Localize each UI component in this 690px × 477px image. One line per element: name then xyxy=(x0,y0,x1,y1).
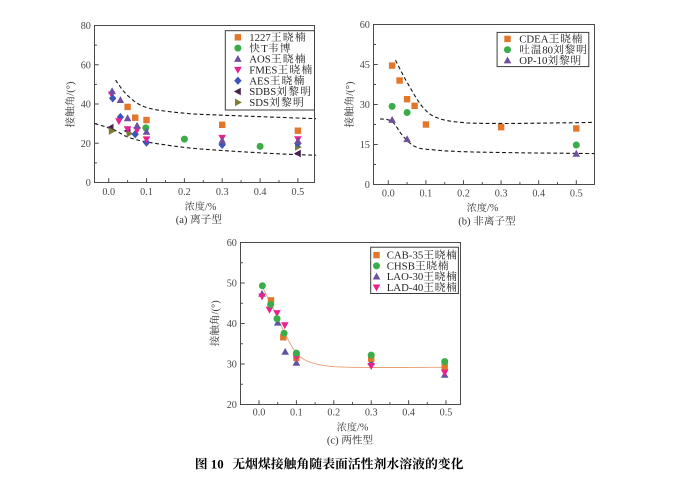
svg-text:0.1: 0.1 xyxy=(140,187,153,198)
svg-text:10: 10 xyxy=(211,457,224,471)
svg-text:0.2: 0.2 xyxy=(327,408,340,419)
svg-text:0.5: 0.5 xyxy=(570,189,583,200)
svg-text:0.5: 0.5 xyxy=(292,187,305,198)
svg-text:(a): (a) xyxy=(176,215,188,226)
svg-text:20: 20 xyxy=(227,400,237,411)
svg-text:15: 15 xyxy=(360,140,370,151)
svg-text:0.0: 0.0 xyxy=(253,408,266,419)
svg-text:1227: 1227 xyxy=(249,32,271,44)
svg-text:CAB-35: CAB-35 xyxy=(387,250,424,262)
svg-text:/%: /% xyxy=(487,203,499,214)
svg-text:FMES: FMES xyxy=(249,64,277,76)
svg-text:0.0: 0.0 xyxy=(382,189,395,200)
svg-text:0.4: 0.4 xyxy=(254,187,267,198)
svg-text:40: 40 xyxy=(81,100,91,111)
svg-text:LAD-40: LAD-40 xyxy=(387,282,424,294)
svg-text:AES: AES xyxy=(249,75,269,87)
svg-text:/%: /% xyxy=(205,202,217,213)
svg-text:50: 50 xyxy=(227,279,237,290)
svg-text:/%: /% xyxy=(357,423,369,434)
svg-text:0.4: 0.4 xyxy=(402,408,415,419)
svg-text:(c): (c) xyxy=(327,436,339,447)
svg-text:0.1: 0.1 xyxy=(290,408,303,419)
svg-text:80: 80 xyxy=(81,21,91,32)
svg-text:60: 60 xyxy=(81,60,91,71)
svg-text:0.2: 0.2 xyxy=(178,187,191,198)
svg-text:SDBS: SDBS xyxy=(249,86,276,98)
svg-text:0.4: 0.4 xyxy=(532,189,545,200)
svg-text:0.3: 0.3 xyxy=(495,189,508,200)
svg-text:/(°): /(°) xyxy=(66,81,77,96)
svg-text:45: 45 xyxy=(360,60,370,71)
svg-text:0.3: 0.3 xyxy=(216,187,229,198)
svg-text:40: 40 xyxy=(227,319,237,330)
svg-text:0.3: 0.3 xyxy=(365,408,378,419)
svg-text:0: 0 xyxy=(86,178,91,189)
svg-text:30: 30 xyxy=(360,100,370,111)
svg-text:/(°): /(°) xyxy=(345,81,356,96)
svg-text:60: 60 xyxy=(360,20,370,31)
svg-text:/(°): /(°) xyxy=(210,300,221,315)
svg-text:AOS: AOS xyxy=(249,54,271,66)
svg-text:OP-10: OP-10 xyxy=(519,55,547,67)
svg-text:LAO-30: LAO-30 xyxy=(387,271,424,283)
svg-text:30: 30 xyxy=(227,360,237,371)
svg-text:SDS: SDS xyxy=(249,97,269,109)
svg-text:0.5: 0.5 xyxy=(440,408,453,419)
svg-text:CDEA: CDEA xyxy=(519,34,549,46)
svg-text:0.1: 0.1 xyxy=(420,189,433,200)
svg-text:0: 0 xyxy=(365,180,370,191)
svg-text:(b): (b) xyxy=(458,217,471,228)
svg-text:20: 20 xyxy=(81,139,91,150)
svg-text:80: 80 xyxy=(542,44,553,56)
svg-text:T: T xyxy=(261,43,268,55)
svg-text:0.0: 0.0 xyxy=(102,187,115,198)
svg-text:60: 60 xyxy=(227,238,237,249)
svg-text:CHSB: CHSB xyxy=(387,261,415,273)
svg-text:0.2: 0.2 xyxy=(457,189,470,200)
